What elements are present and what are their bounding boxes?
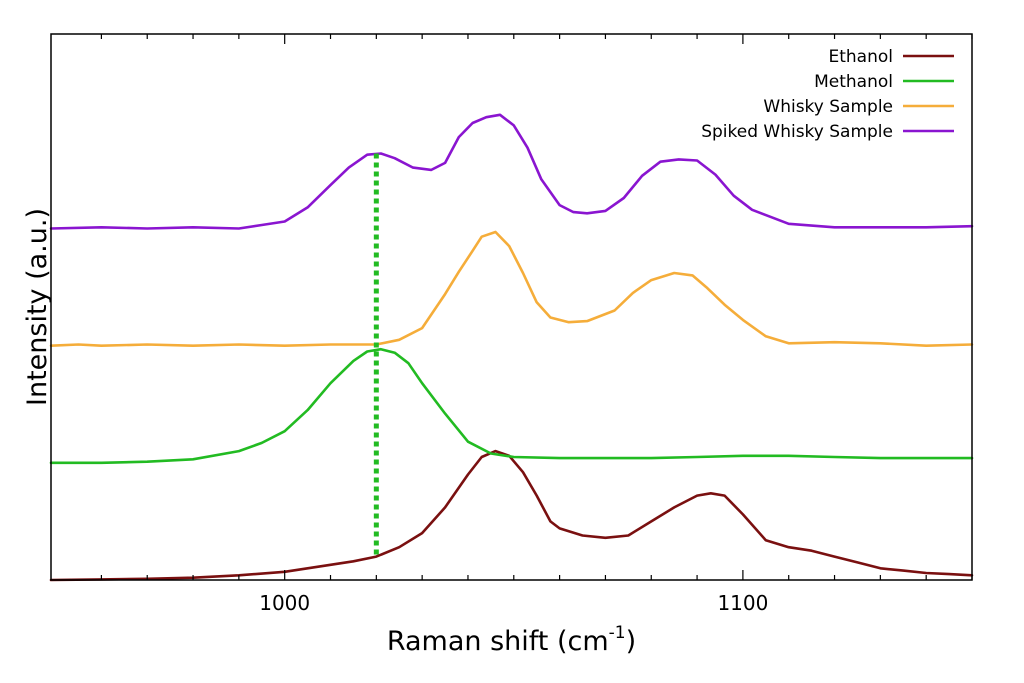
y-axis-label: Intensity (a.u.) <box>22 208 53 406</box>
legend-label: Ethanol <box>829 47 894 67</box>
series-line-3 <box>49 113 974 230</box>
x-axis-label-superscript: -1 <box>609 623 626 643</box>
legend-label: Whisky Sample <box>763 97 893 117</box>
x-axis-label: Raman shift (cm-1) <box>387 623 636 657</box>
series-line-0 <box>49 449 974 582</box>
x-axis-label-main: Raman shift (cm <box>387 626 609 657</box>
x-tick-label: 1100 <box>717 591 768 615</box>
series-line-1 <box>49 347 974 465</box>
legend-label: Methanol <box>814 72 893 92</box>
plot-frame <box>50 33 973 581</box>
x-ticks: 1000 1100 <box>100 34 973 615</box>
series-layer <box>49 113 974 582</box>
legend: Ethanol Methanol Whisky Sample Spiked Whisk… <box>701 47 954 142</box>
series-line-2 <box>49 230 974 347</box>
legend-label: Spiked Whisky Sample <box>701 122 893 142</box>
x-tick-label: 1000 <box>259 591 310 615</box>
x-axis-label-tail: ) <box>626 626 637 657</box>
